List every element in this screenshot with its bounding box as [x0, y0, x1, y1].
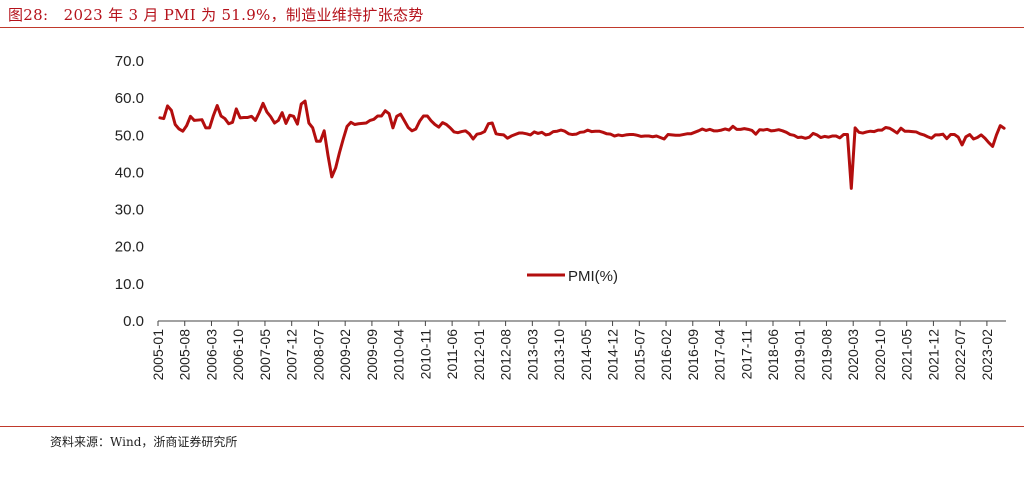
x-tick-label: 2013-03 — [524, 329, 540, 381]
x-tick-label: 2005-01 — [150, 329, 166, 381]
x-tick-label: 2014-12 — [605, 329, 621, 381]
x-tick-label: 2010-04 — [391, 329, 407, 381]
x-tick-label: 2006-10 — [230, 329, 246, 381]
pmi-series-line — [158, 99, 1006, 190]
x-tick-label: 2019-01 — [792, 329, 808, 381]
x-axis-ticks: 2005-01 2005-08 2006-03 2006-10 2007-05 2007-… — [150, 321, 995, 380]
x-tick-label: 2022-07 — [952, 329, 968, 381]
title-rule — [0, 27, 1024, 28]
x-tick-label: 2006-03 — [203, 329, 219, 381]
x-tick-label: 2009-09 — [364, 329, 380, 381]
y-tick-label: 10.0 — [115, 276, 144, 293]
x-tick-label: 2020-10 — [872, 329, 888, 381]
x-tick-label: 2009-02 — [337, 329, 353, 381]
x-tick-label: 2008-07 — [310, 329, 326, 381]
x-tick-label: 2015-07 — [631, 329, 647, 381]
x-tick-label: 2020-03 — [845, 329, 861, 381]
x-tick-label: 2011-06 — [444, 329, 460, 380]
figure-title: 图28: 2023 年 3 月 PMI 为 51.9%，制造业维持扩张态势 — [8, 6, 424, 24]
legend: PMI(%) — [527, 268, 618, 285]
x-tick-label: 2014-05 — [578, 329, 594, 381]
y-tick-label: 30.0 — [115, 202, 144, 219]
x-tick-label: 2012-08 — [498, 329, 514, 381]
x-tick-label: 2012-01 — [471, 329, 487, 381]
y-tick-label: 50.0 — [115, 127, 144, 144]
x-tick-label: 2017-04 — [712, 329, 728, 381]
x-tick-label: 2023-02 — [979, 329, 995, 381]
legend-label: PMI(%) — [568, 268, 618, 285]
y-tick-label: 20.0 — [115, 239, 144, 256]
y-axis-ticks: 70.0 60.0 50.0 40.0 30.0 20.0 10.0 0.0 — [115, 53, 144, 330]
x-tick-label: 2007-05 — [257, 329, 273, 381]
source-rule — [0, 426, 1024, 427]
x-tick-label: 2016-02 — [658, 329, 674, 381]
x-tick-label: 2019-08 — [818, 329, 834, 381]
y-tick-label: 40.0 — [115, 164, 144, 181]
x-tick-label: 2016-09 — [685, 329, 701, 381]
x-tick-label: 2021-12 — [925, 329, 941, 381]
x-tick-label: 2018-06 — [765, 329, 781, 381]
x-tick-label: 2010-11 — [417, 329, 433, 380]
y-tick-label: 60.0 — [115, 90, 144, 107]
y-tick-label: 70.0 — [115, 53, 144, 70]
x-tick-label: 2013-10 — [551, 329, 567, 381]
x-tick-label: 2007-12 — [284, 329, 300, 381]
y-tick-label: 0.0 — [123, 313, 144, 330]
source-note: 资料来源：Wind，浙商证券研究所 — [50, 435, 238, 449]
x-tick-label: 2005-08 — [177, 329, 193, 381]
x-tick-label: 2017-11 — [738, 329, 754, 380]
x-tick-label: 2021-05 — [899, 329, 915, 381]
